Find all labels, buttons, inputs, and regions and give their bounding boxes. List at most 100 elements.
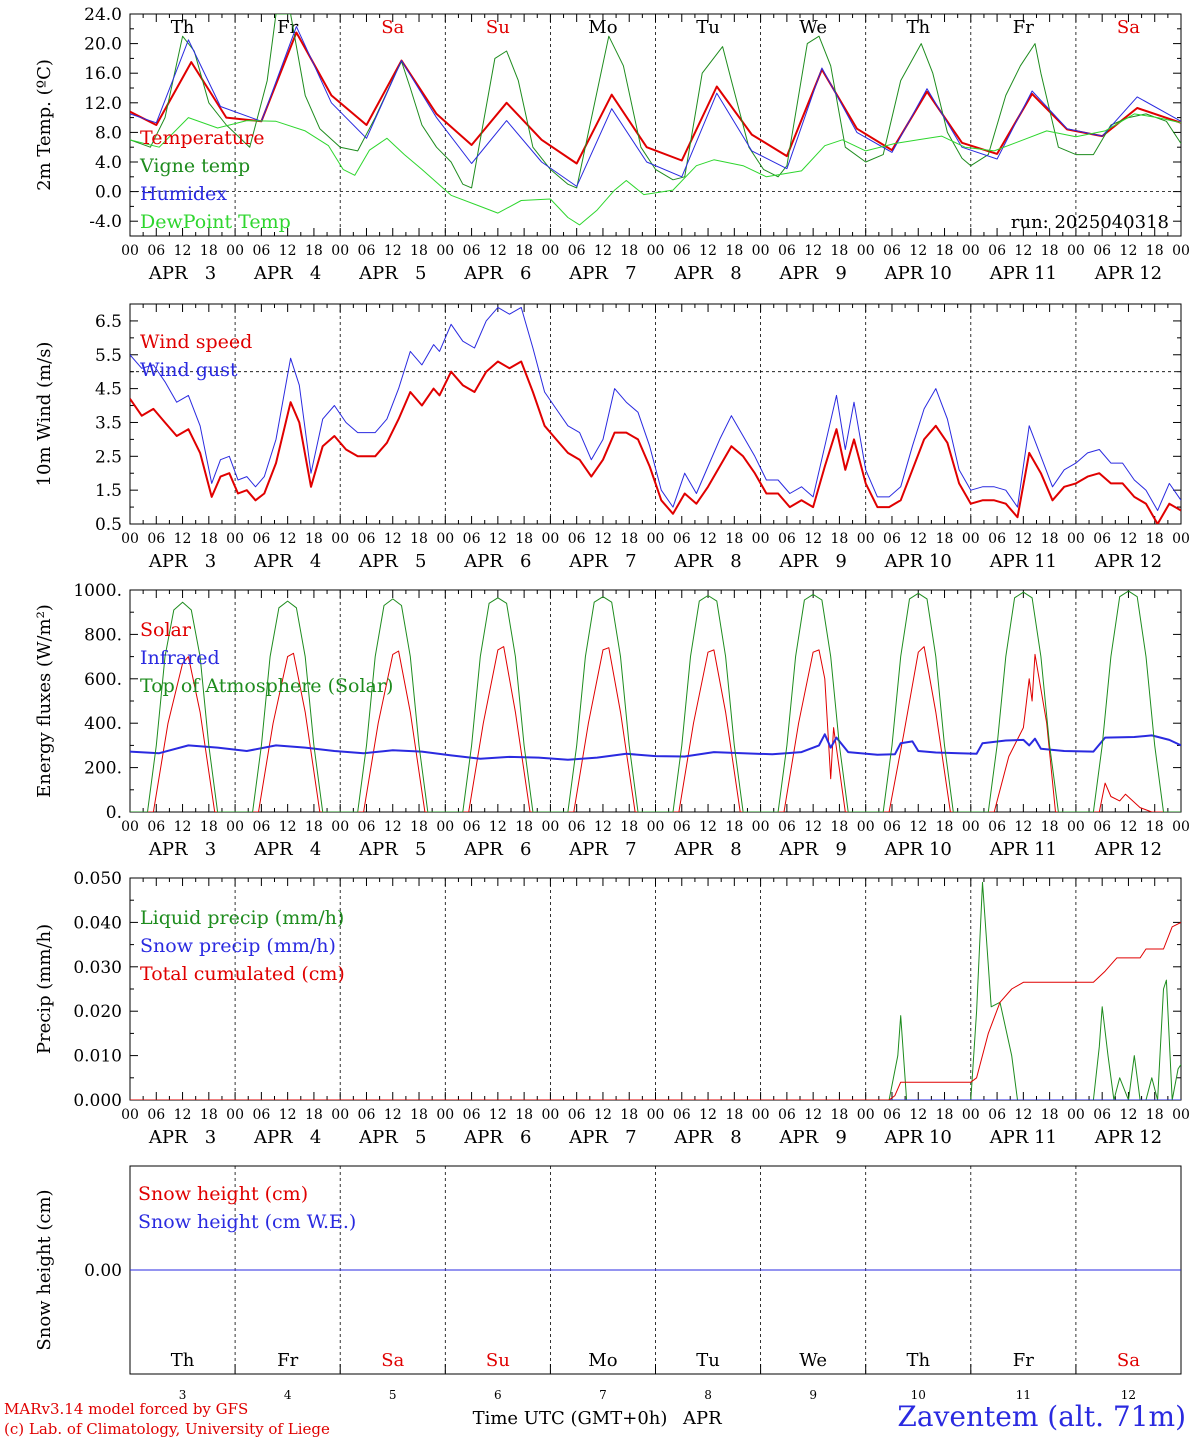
x-hour-label: 18 — [515, 531, 533, 547]
x-hour-label: 12 — [174, 531, 192, 547]
x-hour-label: 00 — [1067, 1107, 1085, 1123]
x-hour-label: 06 — [673, 243, 691, 259]
weekday-label: We — [799, 1350, 827, 1371]
x-day-label: APR 8 — [673, 839, 741, 860]
legend-entry: Top of Atmosphere (Solar) — [140, 675, 393, 697]
x-day-label: APR 7 — [568, 1127, 636, 1148]
y-tick-label: 12.0 — [84, 94, 122, 114]
x-hour-label: 12 — [1120, 819, 1138, 835]
legend-entry: Temperature — [140, 127, 264, 149]
y-tick-label: 0.0 — [95, 183, 122, 203]
y-tick-label: 0.050 — [73, 869, 122, 889]
x-day-label: APR 8 — [673, 263, 741, 284]
x-hour-label: 18 — [200, 819, 218, 835]
x-hour-label: 18 — [515, 819, 533, 835]
x-hour-label: 00 — [436, 531, 454, 547]
x-hour-label: 12 — [699, 1107, 717, 1123]
credit-lab: (c) Lab. of Climatology, University of L… — [4, 1420, 330, 1438]
weekday-label: Sa — [1117, 17, 1140, 38]
x-day-number: 9 — [809, 1388, 817, 1402]
x-hour-label: 12 — [909, 1107, 927, 1123]
x-hour-label: 12 — [279, 531, 297, 547]
x-day-label: APR 8 — [673, 1127, 741, 1148]
weekday-label: Mo — [588, 1350, 617, 1371]
y-tick-label: 6.5 — [95, 312, 122, 332]
y-tick-label: 5.5 — [95, 346, 122, 366]
x-hour-label: 06 — [883, 819, 901, 835]
x-day-label: APR 4 — [253, 839, 321, 860]
x-day-number: 12 — [1121, 1388, 1136, 1402]
weekday-label: Sa — [381, 17, 404, 38]
x-hour-label: 12 — [489, 531, 507, 547]
x-hour-label: 12 — [384, 531, 402, 547]
x-hour-label: 06 — [252, 531, 270, 547]
x-hour-label: 12 — [1120, 531, 1138, 547]
x-day-label: APR 5 — [358, 551, 426, 572]
x-hour-label: 00 — [857, 819, 875, 835]
x-hour-label: 18 — [305, 819, 323, 835]
weekday-label: Fr — [277, 1350, 298, 1371]
x-hour-label: 06 — [568, 819, 586, 835]
x-hour-label: 06 — [1093, 531, 1111, 547]
x-hour-label: 06 — [252, 819, 270, 835]
x-hour-label: 12 — [594, 243, 612, 259]
x-day-label: APR 5 — [358, 839, 426, 860]
x-day-label: APR 6 — [463, 839, 531, 860]
y-tick-label: 24.0 — [84, 5, 122, 25]
x-hour-label: 00 — [541, 243, 559, 259]
x-hour-label: 18 — [305, 243, 323, 259]
x-hour-label: 18 — [410, 243, 428, 259]
x-hour-label: 00 — [436, 1107, 454, 1123]
x-hour-label: 00 — [226, 243, 244, 259]
x-day-number: 3 — [179, 1388, 187, 1402]
y-tick-label: 200. — [84, 759, 122, 779]
x-hour-label: 06 — [463, 531, 481, 547]
weekday-label: We — [799, 17, 827, 38]
x-hour-label: 12 — [804, 243, 822, 259]
x-hour-label: 06 — [778, 531, 796, 547]
x-hour-label: 06 — [1093, 1107, 1111, 1123]
x-hour-label: 06 — [778, 819, 796, 835]
weekday-label: Su — [486, 17, 510, 38]
x-hour-label: 06 — [252, 243, 270, 259]
x-hour-label: 18 — [725, 531, 743, 547]
x-hour-label: 00 — [962, 531, 980, 547]
y-tick-label: 1.5 — [95, 481, 122, 501]
x-hour-label: 06 — [673, 531, 691, 547]
x-day-label: APR 5 — [358, 263, 426, 284]
y-axis-label: 10m Wind (m/s) — [34, 342, 55, 487]
x-hour-label: 00 — [1067, 243, 1085, 259]
weekday-label: Sa — [1117, 1350, 1140, 1371]
x-hour-label: 12 — [594, 1107, 612, 1123]
x-day-label: APR 12 — [1094, 1127, 1162, 1148]
series-line — [130, 590, 1181, 812]
x-hour-label: 12 — [909, 819, 927, 835]
x-day-label: APR 6 — [463, 263, 531, 284]
x-hour-label: 18 — [1041, 531, 1059, 547]
x-hour-label: 18 — [410, 819, 428, 835]
x-hour-label: 12 — [804, 1107, 822, 1123]
legend-entry: Snow height (cm W.E.) — [138, 1211, 356, 1233]
x-day-number: 6 — [494, 1388, 502, 1402]
x-hour-label: 06 — [673, 1107, 691, 1123]
x-hour-label: 18 — [831, 531, 849, 547]
x-hour-label: 06 — [147, 243, 165, 259]
legend-entry: Infrared — [140, 647, 220, 669]
x-hour-label: 00 — [226, 819, 244, 835]
x-hour-label: 18 — [936, 1107, 954, 1123]
series-line — [130, 733, 1181, 761]
weekday-label: Th — [906, 17, 930, 38]
run-annotation: run: 2025040318 — [1011, 212, 1169, 233]
x-day-label: APR 3 — [148, 839, 216, 860]
x-hour-label: 18 — [936, 243, 954, 259]
x-hour-label: 00 — [121, 819, 139, 835]
x-hour-label: 12 — [489, 819, 507, 835]
x-hour-label: 12 — [699, 243, 717, 259]
x-hour-label: 00 — [752, 531, 770, 547]
x-hour-label: 12 — [594, 531, 612, 547]
panel-1: -4.0 0.0 4.0 8.0 12.0 16.0 20.0 24.0 2m Temp. (º… — [34, 5, 1190, 284]
panel-5: 0.00 Snow height (cm) Th Fr Sa Su Mo Tu We Th Fr Sa… — [34, 1165, 1182, 1375]
legend-entry: Wind speed — [140, 331, 252, 353]
x-day-number: 5 — [389, 1388, 397, 1402]
x-hour-label: 12 — [489, 243, 507, 259]
